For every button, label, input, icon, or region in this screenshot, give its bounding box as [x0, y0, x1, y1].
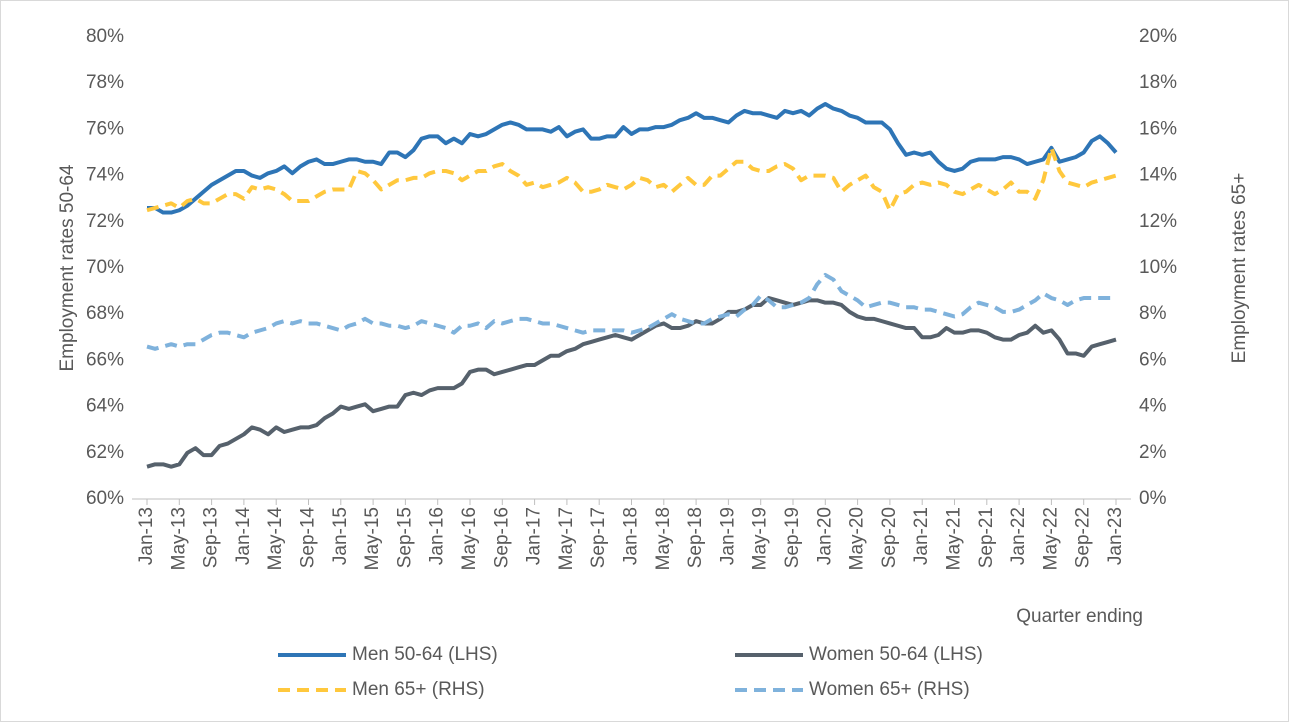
x-tick-label: Jan-22 [1008, 507, 1029, 565]
x-tick-label: Sep-20 [879, 507, 900, 568]
y-tick-label: 68% [86, 303, 124, 324]
x-tick-label: Jan-16 [427, 507, 448, 565]
series-line [146, 145, 1117, 213]
y2-tick-label: 12% [1139, 211, 1177, 232]
x-tick-label: May-15 [362, 507, 383, 570]
y-tick-label: 74% [86, 165, 124, 186]
y-tick-label: 62% [86, 442, 124, 463]
y-tick-label: 72% [86, 211, 124, 232]
x-tick-label: May-20 [847, 507, 868, 570]
x-tick-label: Jan-21 [911, 507, 932, 565]
legend-label: Men 65+ (RHS) [352, 679, 485, 700]
series-line [147, 101, 1118, 215]
y2-axis-title: Employment rates 65+ [1229, 173, 1250, 364]
x-tick-label: Jan-17 [524, 507, 545, 565]
x-axis-title: Quarter ending [1016, 606, 1143, 627]
x-tick-label: Jan-14 [233, 507, 254, 566]
y2-tick-label: 4% [1139, 396, 1167, 417]
x-tick-label: Jan-18 [621, 507, 642, 565]
x-tick-label: Sep-17 [588, 507, 609, 568]
y2-tick-label: 0% [1139, 488, 1167, 509]
x-tick-label: Sep-22 [1073, 507, 1094, 568]
x-tick-label: Jan-20 [814, 507, 835, 565]
x-tick-label: May-21 [944, 507, 965, 570]
y-tick-label: 76% [86, 118, 124, 139]
x-tick-label: Jan-19 [717, 507, 738, 565]
x-tick-label: Sep-15 [394, 507, 415, 568]
y-tick-label: 70% [86, 257, 124, 278]
x-tick-label: Sep-19 [782, 507, 803, 568]
legend-label: Men 50-64 (LHS) [352, 644, 498, 665]
x-tick-label: Sep-14 [298, 507, 319, 569]
x-tick-label: May-22 [1040, 507, 1061, 570]
series-line [146, 272, 1116, 351]
y-tick-label: 60% [86, 488, 124, 509]
x-tick-label: Sep-21 [976, 507, 997, 568]
y2-tick-label: 6% [1139, 349, 1167, 370]
x-tick-label: Sep-13 [201, 507, 222, 568]
x-tick-label: Jan-15 [330, 507, 351, 565]
legend-label: Women 65+ (RHS) [809, 679, 970, 700]
y2-tick-label: 2% [1139, 442, 1167, 463]
y2-tick-label: 8% [1139, 303, 1167, 324]
y2-tick-label: 18% [1139, 72, 1177, 93]
x-tick-label: May-16 [459, 507, 480, 570]
series-line [146, 296, 1117, 469]
x-tick-label: May-18 [653, 507, 674, 570]
y2-tick-label: 10% [1139, 257, 1177, 278]
y2-tick-label: 20% [1139, 26, 1177, 47]
y2-tick-label: 16% [1139, 118, 1177, 139]
y-tick-label: 66% [86, 349, 124, 370]
y-tick-label: 78% [86, 72, 124, 93]
x-tick-label: Sep-16 [491, 507, 512, 568]
y-tick-label: 64% [86, 396, 124, 417]
y-axis-title: Employment rates 50-64 [57, 164, 78, 371]
y-tick-label: 80% [86, 26, 124, 47]
x-tick-label: May-14 [265, 507, 286, 571]
x-tick-label: Sep-18 [685, 507, 706, 568]
x-tick-label: May-13 [168, 507, 189, 570]
x-tick-label: May-17 [556, 507, 577, 570]
x-tick-label: Jan-13 [136, 507, 157, 565]
y2-tick-label: 14% [1139, 165, 1177, 186]
legend-label: Women 50-64 (LHS) [809, 644, 983, 665]
x-tick-label: Jan-23 [1105, 507, 1126, 565]
x-tick-label: May-19 [750, 507, 771, 570]
